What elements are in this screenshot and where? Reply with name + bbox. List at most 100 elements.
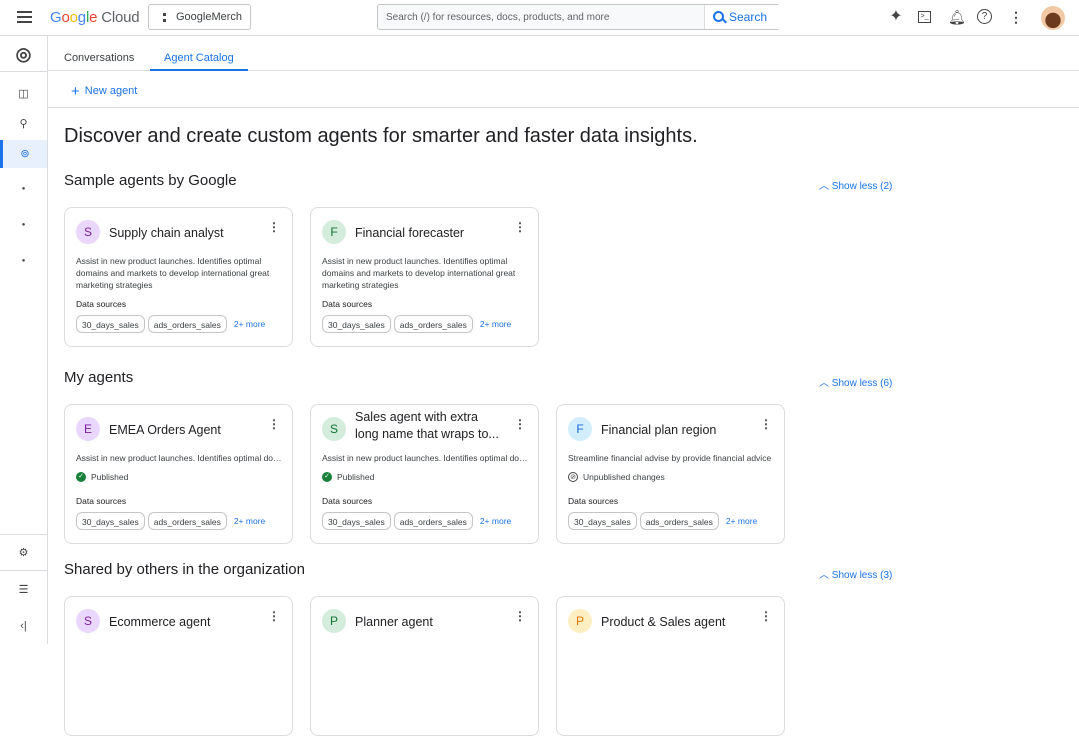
agent-description: Assist in new product launches. Identifi… [76,256,270,290]
more-vert-icon[interactable]: ⋮ [760,417,772,431]
chevron-up-icon: ︿ [819,181,829,192]
show-less-button[interactable]: ︿ Show less (6) [819,378,893,389]
more-vert-icon[interactable]: ⋮ [514,220,526,234]
check-circle-icon: ✓ [76,472,86,482]
data-source-chips: 30_days_sales ads_orders_sales 2+ more [568,512,757,530]
agent-avatar: F [322,220,346,244]
google-cloud-logo[interactable]: Google Cloud [50,9,140,26]
agent-title: Ecommerce agent [109,615,211,629]
data-source-chip[interactable]: ads_orders_sales [639,512,719,530]
agent-title: Sales agent with extra long name that wr… [355,410,499,441]
more-sources-link[interactable]: 2+ more [233,319,266,329]
agent-card[interactable]: E EMEA Orders Agent ⋮ Assist in new produ… [64,404,293,544]
tab-agent-catalog[interactable]: Agent Catalog [150,52,248,71]
agent-avatar: P [568,609,592,633]
section-title: My agents [64,369,134,386]
agent-title: Financial forecaster [355,226,465,240]
more-vert-icon[interactable]: ⋮ [514,609,526,623]
agent-card[interactable]: P Planner agent ⋮ [310,596,539,736]
more-vert-icon[interactable]: ⋮ [268,220,280,234]
data-source-chips: 30_days_sales ads_orders_sales 2+ more [322,512,511,530]
data-source-chip[interactable]: ads_orders_sales [393,315,473,333]
search-icon[interactable]: ⚲ [19,118,28,130]
status-badge: ⊘ Unpublished changes [568,472,665,482]
data-source-chip[interactable]: 30_days_sales [568,512,637,530]
more-sources-link[interactable]: 2+ more [233,516,266,526]
data-sources-label: Data sources [322,299,373,309]
search-input[interactable]: Search (/) for resources, docs, products… [386,12,610,23]
agent-title: Planner agent [355,615,433,629]
unpublished-icon: ⊘ [568,472,578,482]
terminal-icon[interactable]: >_ [918,11,931,23]
dot-icon[interactable]: ● [21,186,26,192]
dashboard-icon[interactable]: ◫ [18,88,29,100]
top-bar: Google Cloud GoogleMerch Search (/) for … [0,0,1079,36]
bigquery-logo-icon[interactable]: ◎ [15,44,32,64]
help-icon[interactable]: ? [977,9,992,24]
show-less-button[interactable]: ︿ Show less (2) [819,181,893,192]
settings-icon[interactable]: ⚙ [18,547,29,559]
agent-title: EMEA Orders Agent [109,423,221,437]
search-bar[interactable]: Search (/) for resources, docs, products… [377,4,780,30]
data-sources-label: Data sources [76,496,127,506]
section-title: Shared by others in the organization [64,561,305,578]
agent-card[interactable]: P Product & Sales agent ⋮ [556,596,785,736]
data-sources-label: Data sources [322,496,373,506]
gemini-icon[interactable]: ✦ [889,8,903,25]
collapse-icon[interactable]: ‹| [20,620,27,632]
more-vert-icon[interactable]: ⋮ [268,417,280,431]
status-badge: ✓ Published [322,472,374,482]
agent-card[interactable]: F Financial plan region ⋮ Streamline fina… [556,404,785,544]
more-vert-icon[interactable]: ⋮ [760,609,772,623]
chevron-up-icon: ︿ [819,570,829,581]
data-source-chip[interactable]: ads_orders_sales [393,512,473,530]
agent-title: Supply chain analyst [109,226,224,240]
more-vert-icon[interactable]: ⋮ [1009,9,1023,25]
search-button[interactable]: Search [704,5,780,29]
data-source-chip[interactable]: 30_days_sales [322,315,391,333]
left-rail: ◎ ◫ ⚲ ⊚ ● ● ● ⚙ ☰ ‹| [0,36,48,644]
more-sources-link[interactable]: 2+ more [479,319,512,329]
divider [48,107,1079,108]
agent-title: Product & Sales agent [601,615,726,629]
data-source-chip[interactable]: 30_days_sales [322,512,391,530]
more-vert-icon[interactable]: ⋮ [514,417,526,431]
data-source-chips: 30_days_sales ads_orders_sales 2+ more [76,315,265,333]
new-agent-button[interactable]: + New agent [71,83,138,100]
chevron-up-icon: ︿ [819,378,829,389]
agent-avatar: F [568,417,592,441]
dot-icon[interactable]: ● [21,258,26,264]
agent-card[interactable]: F Financial forecaster ⋮ Assist in new pr… [310,207,539,347]
menu-icon[interactable] [17,11,32,23]
show-less-button[interactable]: ︿ Show less (3) [819,570,893,581]
agent-card[interactable]: S Ecommerce agent ⋮ [64,596,293,736]
agent-card[interactable]: S Sales agent with extra long name that … [310,404,539,544]
status-badge: ✓ Published [76,472,128,482]
data-source-chip[interactable]: ads_orders_sales [147,315,227,333]
more-sources-link[interactable]: 2+ more [725,516,758,526]
agent-description: Streamline financial advise by provide f… [568,453,772,463]
bell-icon[interactable]: 🔔︎ [948,9,966,25]
data-sources-label: Data sources [568,496,619,506]
tab-bar: Conversations Agent Catalog [48,36,1079,71]
data-source-chips: 30_days_sales ads_orders_sales 2+ more [322,315,511,333]
data-source-chip[interactable]: ads_orders_sales [147,512,227,530]
release-notes-icon[interactable]: ☰ [18,584,29,596]
more-sources-link[interactable]: 2+ more [479,516,512,526]
agent-avatar: S [76,609,100,633]
avatar[interactable] [1041,6,1065,30]
data-source-chip[interactable]: 30_days_sales [76,512,145,530]
agent-title: Financial plan region [601,423,717,437]
agent-avatar: S [76,220,100,244]
page-title: Discover and create custom agents for sm… [64,125,698,147]
tab-conversations[interactable]: Conversations [64,52,135,64]
agent-card[interactable]: S Supply chain analyst ⋮ Assist in new pr… [64,207,293,347]
agent-avatar: P [322,609,346,633]
more-vert-icon[interactable]: ⋮ [268,609,280,623]
agent-icon[interactable]: ⊚ [0,140,47,168]
data-source-chips: 30_days_sales ads_orders_sales 2+ more [76,512,265,530]
agent-avatar: S [322,417,346,441]
project-picker[interactable]: GoogleMerch [148,4,251,30]
data-source-chip[interactable]: 30_days_sales [76,315,145,333]
dot-icon[interactable]: ● [21,222,26,228]
